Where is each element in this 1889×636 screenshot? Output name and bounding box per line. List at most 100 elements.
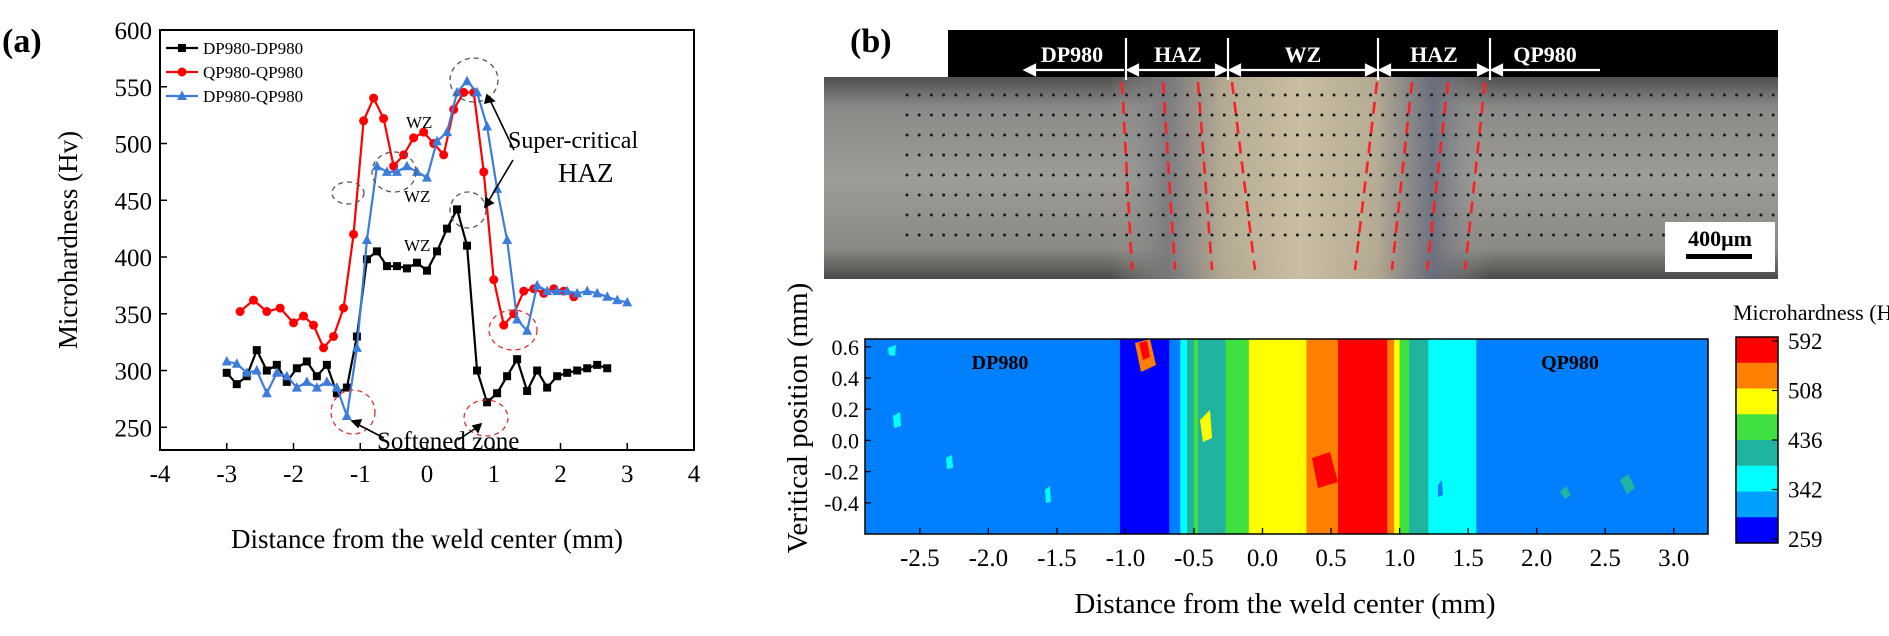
indent-dot [1661, 213, 1665, 217]
colorbar-tick-label: 259 [1788, 527, 1823, 552]
indent-dot [1649, 173, 1653, 177]
heatmap-cell [1156, 339, 1159, 534]
heatmap-cell [1146, 339, 1148, 534]
indent-dot [1332, 93, 1336, 97]
heatmap-cell [1199, 339, 1202, 534]
indent-dot [1259, 133, 1263, 137]
indent-dot [1186, 193, 1190, 197]
indent-dot [1003, 233, 1007, 237]
heatmap-cell [1278, 339, 1281, 534]
heatmap-cell [1045, 339, 1048, 534]
indent-dot [1539, 133, 1543, 137]
heatmap-cell [1069, 339, 1072, 534]
indent-dot [1600, 133, 1604, 137]
indent-dot [1210, 153, 1214, 157]
heatmap-cell [1257, 339, 1259, 534]
indent-dot [1552, 213, 1556, 217]
indent-dot [1259, 93, 1263, 97]
heatmap-cell [1048, 339, 1051, 534]
indent-dot [1051, 213, 1055, 217]
indent-dot [1051, 193, 1055, 197]
x-tick-label: -1.0 [1106, 545, 1146, 572]
heatmap-cell [1669, 339, 1672, 534]
heatmap-cell [1595, 339, 1598, 534]
heatmap-cell [1365, 339, 1368, 534]
indent-dot [1295, 173, 1299, 177]
indent-dot [1100, 233, 1104, 237]
heatmap-cell [1177, 339, 1180, 534]
indent-dot [966, 93, 970, 97]
heatmap-cell [1166, 339, 1169, 534]
indent-dot [1039, 193, 1043, 197]
indent-dot [1369, 193, 1373, 197]
heatmap-cell [1250, 339, 1253, 534]
indent-dot [1381, 213, 1385, 217]
indent-dot [1051, 113, 1055, 117]
indent-dot [1039, 113, 1043, 117]
heatmap-cell [1494, 339, 1497, 534]
heatmap-cell [985, 339, 988, 534]
indent-dot [978, 133, 982, 137]
heatmap-cell [1003, 339, 1006, 534]
indent-dot [1771, 173, 1775, 177]
heatmap-cell [906, 339, 909, 534]
indent-dot [1417, 173, 1421, 177]
heatmap-cell [922, 339, 925, 534]
heatmap-cell [1144, 339, 1147, 534]
indent-dot [1674, 93, 1678, 97]
indent-dot [1051, 153, 1055, 157]
indent-dot [1613, 173, 1617, 177]
heatmap-cell [1159, 339, 1162, 534]
data-point [412, 258, 421, 267]
heatmap-cell [1465, 339, 1468, 534]
heatmap-cell [977, 339, 980, 534]
data-point [402, 264, 411, 273]
heatmap-cell [1665, 339, 1668, 534]
heatmap-cell [1037, 339, 1040, 534]
heatmap-cell [1422, 339, 1425, 534]
heatmap-cell [1528, 339, 1531, 534]
heatmap-cell [1635, 339, 1638, 534]
indent-dot [1259, 213, 1263, 217]
indent-dot [1369, 93, 1373, 97]
heatmap-cell [1374, 339, 1377, 534]
heatmap-cell [1381, 339, 1384, 534]
indent-dot [1466, 213, 1470, 217]
data-point [489, 275, 499, 285]
heatmap-cell [1285, 339, 1288, 534]
indent-dot [1100, 193, 1104, 197]
indent-dot [1027, 193, 1031, 197]
heatmap-cell [1559, 339, 1562, 534]
heatmap-cell [967, 339, 970, 534]
indent-dot [1125, 133, 1129, 137]
heatmap-cell [1152, 339, 1155, 534]
heatmap-cell [1343, 339, 1346, 534]
indent-dot [1015, 173, 1019, 177]
indent-dot [1088, 193, 1092, 197]
indent-dot [942, 113, 946, 117]
x-tick-label: 2.5 [1590, 545, 1621, 572]
indent-dot [1125, 213, 1129, 217]
heatmap-cell [1427, 339, 1429, 534]
data-point [493, 389, 502, 398]
heatmap-cell [1610, 339, 1613, 534]
indent-dot [1735, 93, 1739, 97]
data-point [301, 376, 312, 386]
indent-dot [1222, 133, 1226, 137]
indent-dot [966, 213, 970, 217]
heatmap-cell [1518, 339, 1521, 534]
indent-dot [1710, 133, 1714, 137]
indent-dot [990, 113, 994, 117]
heatmap-cell [947, 339, 950, 534]
heatmap-cell [1174, 339, 1177, 534]
data-point [419, 127, 429, 137]
indent-dot [1771, 133, 1775, 137]
indent-dot [1027, 133, 1031, 137]
indent-dot [1198, 173, 1202, 177]
indent-dot [1454, 213, 1458, 217]
data-point [379, 114, 389, 124]
data-point [381, 166, 392, 176]
heatmap-cell [1453, 339, 1456, 534]
heatmap-cell [1650, 339, 1653, 534]
y-tick-label: 450 [115, 188, 153, 215]
